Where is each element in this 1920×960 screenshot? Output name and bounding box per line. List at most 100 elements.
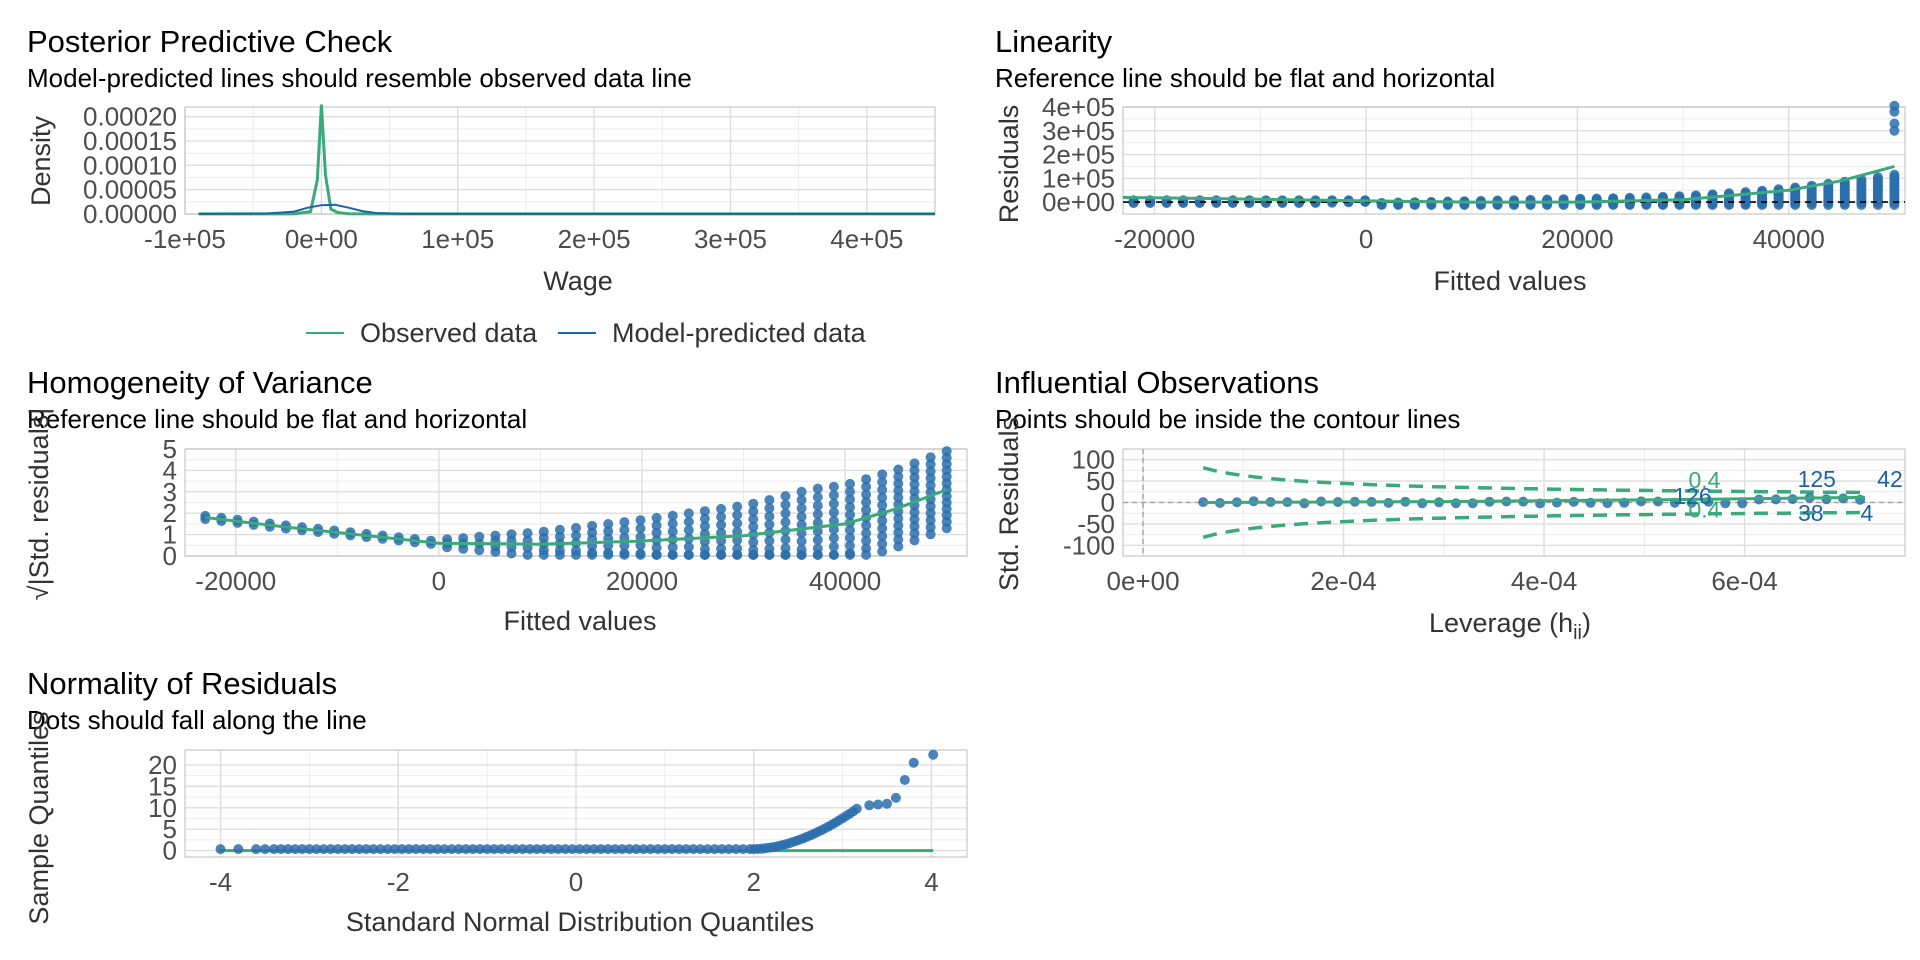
scale-location-point — [845, 532, 855, 543]
scale-location-point — [812, 526, 823, 537]
scale-location-point — [925, 515, 936, 526]
residual-point — [1889, 169, 1900, 180]
qq-point — [283, 844, 294, 855]
panel-normality: Normality of Residuals Dots should fall … — [24, 666, 968, 937]
y-tick-label: 100 — [1072, 445, 1115, 475]
ppc-legend: Observed data Model-predicted data — [306, 318, 867, 348]
scale-location-point — [699, 506, 710, 517]
y-tick-label: 0.00010 — [83, 150, 177, 180]
x-tick-label: 0 — [569, 867, 583, 897]
scale-location-point — [861, 528, 872, 539]
scale-location-point — [893, 492, 904, 503]
qq-point — [215, 844, 226, 855]
scale-location-point — [732, 535, 743, 546]
scale-location-point — [458, 533, 469, 544]
scale-location-point — [796, 486, 807, 497]
scale-location-point — [619, 524, 630, 535]
scale-location-point — [925, 452, 936, 463]
residual-point — [1178, 198, 1189, 209]
x-tick-label: 4e+05 — [830, 224, 903, 254]
scale-location-point — [877, 546, 888, 557]
scale-location-point — [716, 511, 727, 522]
y-tick-label: 1 — [163, 520, 177, 550]
qq-point — [503, 844, 514, 855]
scale-location-point — [925, 508, 936, 519]
qq-point — [560, 844, 571, 855]
scale-location-point — [877, 523, 888, 534]
scale-location-point — [651, 520, 662, 531]
homogeneity-subtitle: Reference line should be flat and horizo… — [27, 404, 527, 434]
residual-point — [1492, 195, 1503, 206]
scale-location-point — [667, 510, 678, 521]
qq-point — [467, 844, 478, 855]
scale-location-point — [812, 534, 823, 545]
scale-location-point — [651, 512, 662, 523]
cook-contour-lower — [1202, 510, 1865, 539]
residual-point — [1211, 198, 1222, 209]
point-label: 38 — [1798, 500, 1824, 526]
scale-location-point — [522, 549, 533, 560]
leverage-point — [1653, 496, 1663, 507]
qq-point — [928, 749, 939, 760]
panel-homogeneity: Homogeneity of Variance Reference line s… — [24, 365, 968, 636]
qq-point — [610, 844, 621, 855]
scale-location-point — [861, 520, 872, 531]
qq-point — [439, 844, 450, 855]
scale-location-point — [651, 549, 662, 560]
y-tick-label: 50 — [1086, 466, 1115, 496]
linearity-title: Linearity — [995, 24, 1113, 59]
scale-location-point — [877, 538, 888, 549]
qq-point — [260, 844, 270, 855]
scale-location-point — [764, 503, 775, 514]
scale-location-point — [861, 489, 872, 500]
homogeneity-title: Homogeneity of Variance — [27, 365, 373, 400]
linearity-y-axis-title: Residuals — [994, 105, 1024, 224]
qq-point — [723, 844, 734, 855]
qq-point — [638, 844, 649, 855]
qq-point — [539, 844, 549, 855]
y-tick-label: 0 — [163, 541, 177, 571]
x-tick-label: 40000 — [1753, 224, 1825, 254]
scale-location-point — [845, 548, 855, 559]
qq-point — [340, 844, 350, 855]
x-tick-label: 0 — [1359, 224, 1373, 254]
legend-label-observed: Observed data — [360, 318, 538, 348]
scale-location-point — [748, 537, 759, 548]
scale-location-point — [635, 515, 646, 526]
point-label: 42 — [1877, 466, 1903, 492]
homogeneity-y-axis-title: √|Std. residuals| — [24, 408, 54, 600]
scale-location-point — [716, 503, 727, 514]
qq-point — [382, 844, 393, 855]
panel-posterior-predictive: Posterior Predictive Check Model-predict… — [26, 24, 936, 348]
point-label: 125 — [1798, 466, 1836, 492]
qq-point — [873, 799, 884, 810]
qq-point — [588, 844, 599, 855]
qq-point — [318, 844, 329, 855]
qq-point — [418, 844, 429, 855]
scale-location-point — [845, 478, 855, 489]
leverage-label: Leverage (h — [1429, 608, 1573, 638]
contour-label: 0.4 — [1688, 496, 1720, 522]
scale-location-point — [796, 503, 807, 514]
qq-point — [325, 844, 336, 855]
qq-point — [631, 844, 642, 855]
qq-point — [496, 844, 507, 855]
scale-location-point — [909, 514, 920, 525]
scale-location-point — [748, 498, 759, 509]
y-tick-label: 3 — [163, 477, 177, 507]
legend-label-predicted: Model-predicted data — [612, 318, 867, 348]
residual-point — [1161, 198, 1172, 209]
y-tick-label: 0.00020 — [83, 102, 177, 132]
scale-location-point — [683, 541, 694, 552]
qq-point — [489, 844, 500, 855]
x-tick-label: 2e-04 — [1310, 566, 1377, 596]
scale-location-point — [780, 508, 791, 519]
qq-point — [659, 844, 670, 855]
qq-point — [695, 844, 706, 855]
ppc-y-axis-title: Density — [26, 115, 56, 206]
influential-plot-area: 0e+00 2e-04 4e-04 6e-04-100-500501000.40.41… — [1063, 445, 1906, 596]
scale-location-point — [861, 474, 872, 485]
scale-location-point — [909, 528, 920, 539]
qq-point — [233, 844, 244, 855]
